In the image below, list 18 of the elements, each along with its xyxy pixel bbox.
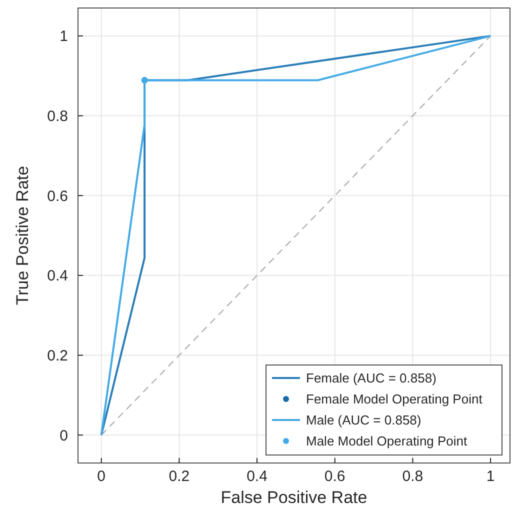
y-tick-label: 1 bbox=[60, 28, 68, 46]
x-tick-label: 0 bbox=[97, 468, 106, 485]
y-tick-label: 0.8 bbox=[47, 108, 68, 126]
y-tick-label: 0.2 bbox=[47, 347, 68, 364]
y-tick-label: 0 bbox=[60, 427, 68, 444]
legend-label: Female (AUC = 0.858) bbox=[306, 370, 436, 386]
x-tick-label: 0.4 bbox=[246, 468, 268, 485]
legend-label: Male (AUC = 0.858) bbox=[306, 412, 422, 428]
x-tick-label: 1 bbox=[486, 468, 495, 485]
x-tick-label: 0.6 bbox=[324, 468, 346, 485]
x-axis-title: False Positive Rate bbox=[220, 488, 368, 507]
y-tick-label: 0.6 bbox=[47, 188, 68, 205]
legend-label: Male Model Operating Point bbox=[306, 434, 468, 449]
legend-label: Female Model Operating Point bbox=[306, 392, 483, 407]
x-tick-label: 0.8 bbox=[402, 468, 424, 485]
y-axis-title: True Positive Rate bbox=[13, 166, 32, 306]
x-tick-label: 0.2 bbox=[168, 468, 190, 485]
y-tick-label: 0.4 bbox=[47, 268, 68, 285]
